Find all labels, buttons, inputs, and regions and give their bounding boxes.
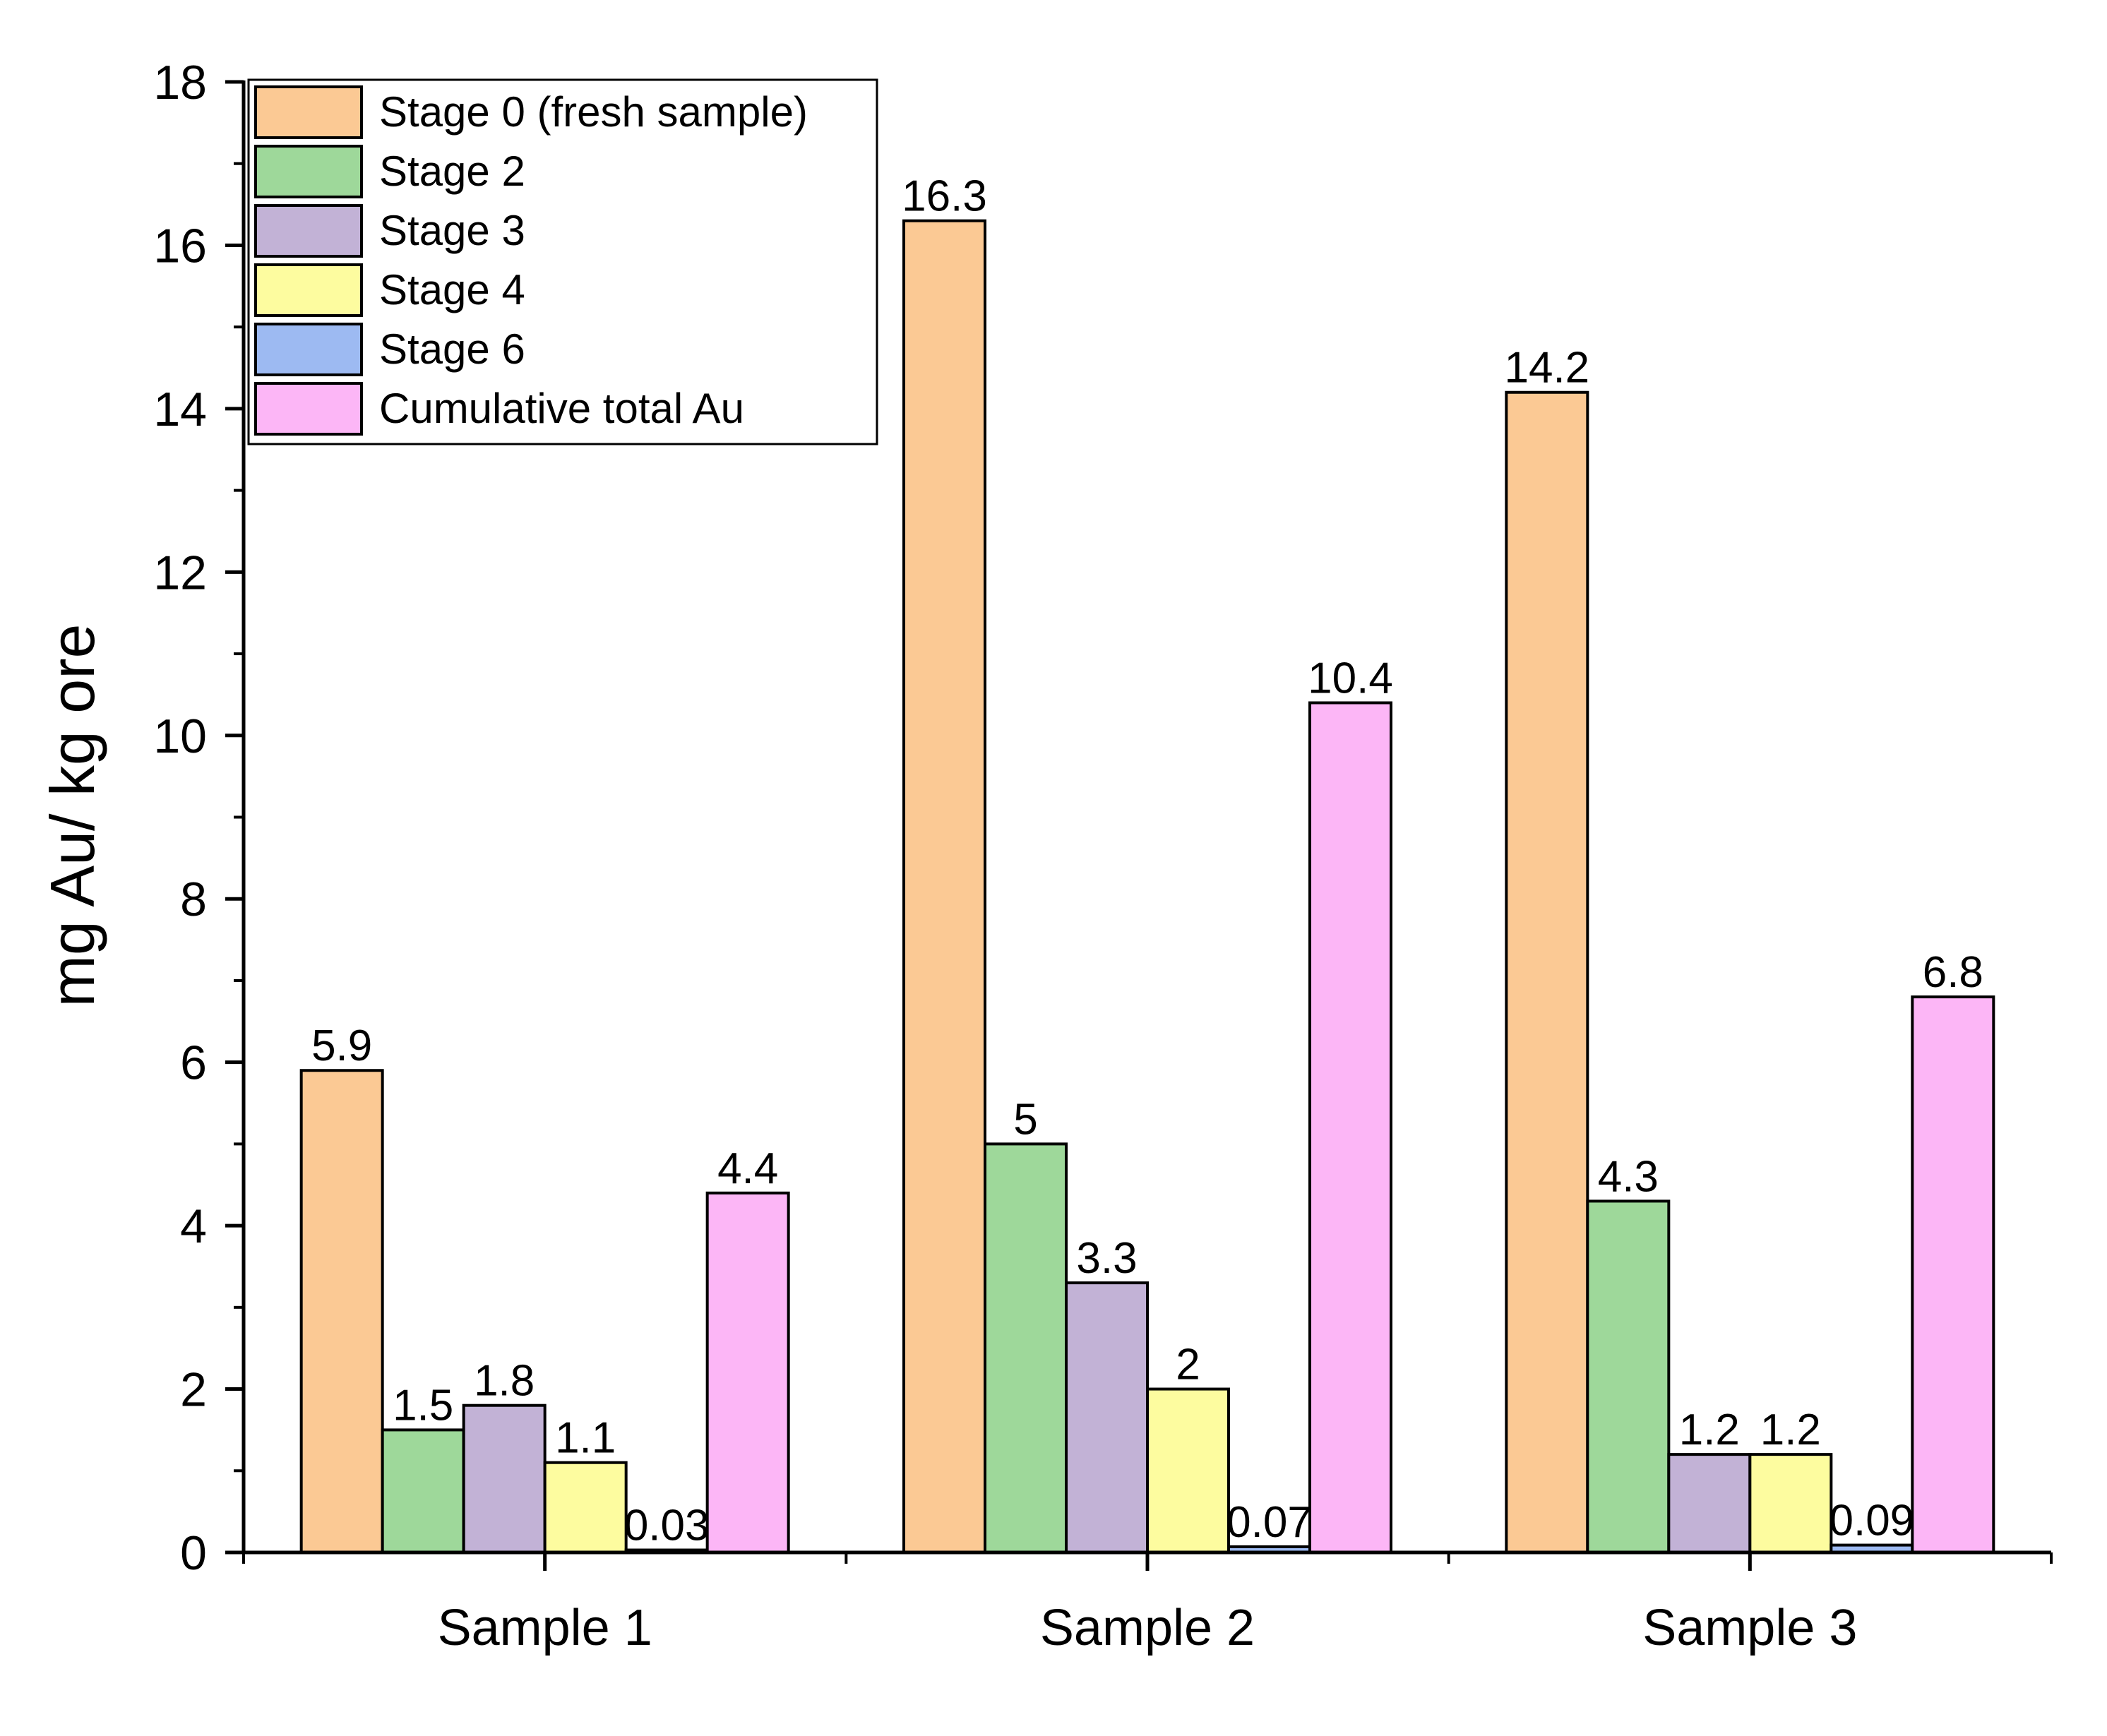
legend-swatch — [254, 85, 363, 139]
legend-swatch — [254, 382, 363, 436]
x-tick-label: Sample 2 — [1040, 1600, 1255, 1656]
legend-swatch — [254, 145, 363, 198]
bar — [462, 1403, 547, 1554]
bar-value-label: 10.4 — [1308, 654, 1393, 702]
y-tick-label: 8 — [180, 873, 207, 926]
bar-value-label: 6.8 — [1923, 948, 1983, 997]
x-tick-label: Sample 3 — [1642, 1600, 1857, 1656]
data-labels-layer: 5.9 1.5 1.8 1.10.03 4.4 16.3 5 3.3 2 0.07 10.4 14.2… — [311, 172, 1983, 1550]
y-axis-label: mg Au/ kg ore — [37, 624, 107, 1007]
bar-value-label: 2 — [1176, 1341, 1200, 1389]
y-tick-label: 16 — [153, 219, 207, 273]
bar-value-label: 0.09 — [1829, 1497, 1914, 1545]
bar — [1308, 701, 1392, 1554]
y-tick-label: 14 — [153, 383, 207, 436]
bar — [1667, 1453, 1752, 1554]
bar-value-label: 0.03 — [624, 1502, 710, 1550]
bars-layer — [299, 219, 1995, 1555]
legend-label: Stage 6 — [379, 325, 525, 373]
y-tick-label: 18 — [153, 56, 207, 109]
bar-value-label: 3.3 — [1076, 1234, 1137, 1283]
bar — [543, 1461, 628, 1555]
bar-value-label: 1.2 — [1679, 1406, 1740, 1454]
bar — [984, 1142, 1068, 1554]
x-tick-label: Sample 1 — [438, 1600, 652, 1656]
legend-label: Stage 0 (fresh sample) — [379, 88, 808, 136]
legend-swatch — [254, 263, 363, 317]
legend-swatch — [254, 323, 363, 376]
bar — [1748, 1453, 1833, 1554]
y-tick-label: 2 — [180, 1363, 207, 1417]
bar-value-label: 5 — [1013, 1095, 1037, 1144]
legend-swatch — [254, 204, 363, 258]
bar — [1505, 390, 1589, 1555]
y-tick-label: 0 — [180, 1526, 207, 1580]
legend: Stage 0 (fresh sample) Stage 2 Stage 3 Stag… — [247, 78, 878, 445]
bar — [1586, 1199, 1671, 1554]
bar-value-label: 16.3 — [902, 172, 987, 221]
bar-value-label: 4.4 — [717, 1144, 778, 1193]
bar — [381, 1428, 465, 1554]
bar-value-label: 1.2 — [1760, 1406, 1821, 1454]
bar-value-label: 1.5 — [393, 1381, 453, 1430]
y-tick-label: 6 — [180, 1036, 207, 1090]
bar-value-label: 1.8 — [474, 1357, 535, 1406]
y-tick-label: 10 — [153, 710, 207, 763]
bar — [299, 1069, 384, 1554]
legend-label: Stage 4 — [379, 266, 525, 313]
legend-label: Stage 2 — [379, 148, 525, 195]
bar — [705, 1191, 790, 1555]
legend-label: Cumulative total Au — [379, 385, 744, 432]
y-tick-label: 4 — [180, 1199, 207, 1253]
axes-layer: Sample 1 Sample 2 Sample 3 0 2 4 6 8 10 12 14 16 18 — [153, 56, 2053, 1656]
bar-value-label: 1.1 — [555, 1414, 616, 1463]
bar — [1065, 1281, 1149, 1555]
bar-value-label: 5.9 — [311, 1022, 372, 1070]
legend-label: Stage 3 — [379, 207, 525, 254]
bar-value-label: 14.2 — [1504, 344, 1589, 393]
bar-value-label: 4.3 — [1598, 1152, 1659, 1201]
y-tick-label: 12 — [153, 546, 207, 599]
bar — [1146, 1387, 1230, 1554]
bar — [902, 219, 986, 1554]
bar — [1911, 995, 1995, 1554]
bar-value-label: 0.07 — [1226, 1498, 1312, 1547]
